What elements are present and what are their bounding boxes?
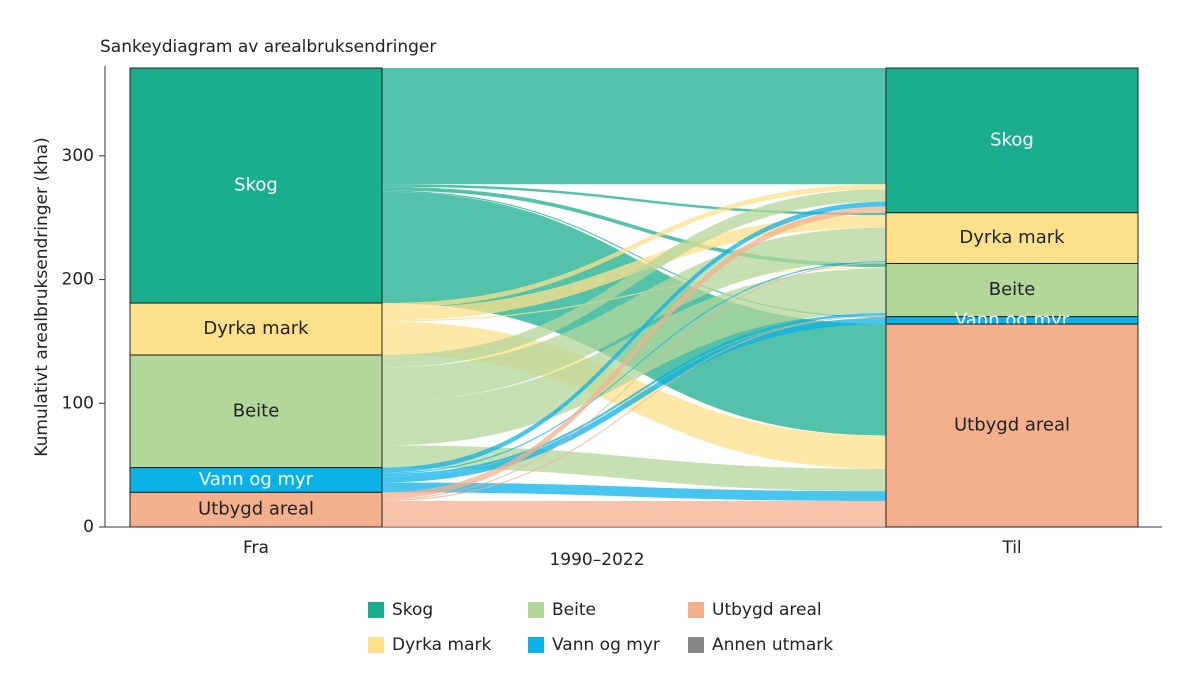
legend-swatch xyxy=(688,637,704,653)
legend-label: Utbygd areal xyxy=(712,600,822,620)
flow xyxy=(382,501,886,527)
flow xyxy=(382,190,886,318)
legend-label: Dyrka mark xyxy=(392,635,491,655)
node-label: Vann og myr xyxy=(199,469,314,490)
legend-label: Annen utmark xyxy=(712,635,833,655)
chart-title: Sankeydiagram av arealbruksendringer xyxy=(100,37,436,57)
node-label: Utbygd areal xyxy=(954,415,1070,436)
node xyxy=(885,262,1139,318)
node xyxy=(129,467,383,493)
x-tick-label: Til xyxy=(1001,538,1021,558)
node xyxy=(129,491,383,528)
x-tick-label: Fra xyxy=(243,538,269,558)
flow xyxy=(382,206,886,499)
node-label: Beite xyxy=(233,400,280,421)
flow xyxy=(382,184,886,309)
flow xyxy=(382,261,886,474)
y-tick-label: 100 xyxy=(62,393,94,413)
legend-label: Vann og myr xyxy=(552,635,660,655)
y-axis-label: Kumulativt arealbruksendringer (kha) xyxy=(32,137,52,456)
node-label: Dyrka mark xyxy=(959,227,1065,248)
flow xyxy=(382,184,886,216)
flow xyxy=(382,315,886,502)
flows xyxy=(382,68,886,527)
node xyxy=(885,67,1139,214)
flow xyxy=(382,267,886,322)
node-label: Utbygd areal xyxy=(198,499,314,520)
y-tick-label: 200 xyxy=(62,270,94,290)
legend-swatch xyxy=(368,602,384,618)
legend-label: Beite xyxy=(552,600,596,620)
flow xyxy=(382,317,886,483)
node xyxy=(129,354,383,469)
flow xyxy=(382,227,886,401)
flow xyxy=(382,215,886,321)
legend-swatch xyxy=(368,637,384,653)
flow xyxy=(382,268,886,446)
node-label: Skog xyxy=(990,129,1034,150)
x-axis-label: 1990–2022 xyxy=(549,550,644,570)
flow xyxy=(382,68,886,185)
node xyxy=(129,67,383,304)
legend-label: Skog xyxy=(392,600,433,620)
flow xyxy=(382,312,886,477)
node xyxy=(129,302,383,356)
flow xyxy=(382,482,886,502)
flow xyxy=(382,201,886,473)
flow xyxy=(382,186,886,268)
legend-swatch xyxy=(528,602,544,618)
legend-swatch xyxy=(688,602,704,618)
node-label: Dyrka mark xyxy=(203,318,309,339)
y-tick-label: 0 xyxy=(83,517,94,537)
node xyxy=(885,323,1139,528)
flow xyxy=(382,189,886,368)
node-label: Skog xyxy=(234,175,278,196)
y-tick-label: 300 xyxy=(62,146,94,166)
flow xyxy=(382,262,886,500)
legend-swatch xyxy=(528,637,544,653)
node-label: Beite xyxy=(989,279,1036,300)
